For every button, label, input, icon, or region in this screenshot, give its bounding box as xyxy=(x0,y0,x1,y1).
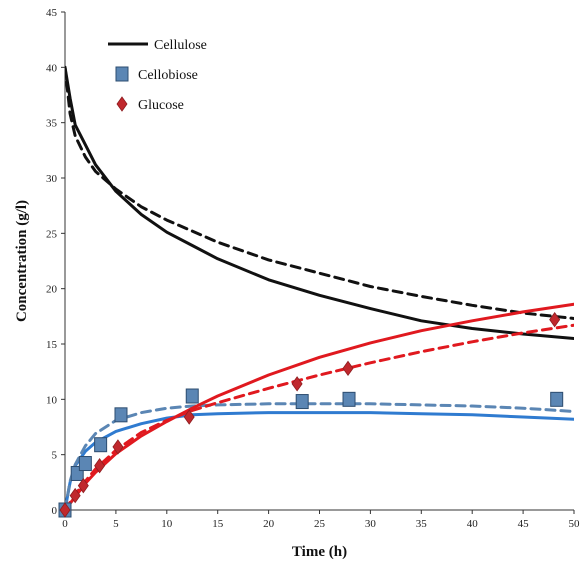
fit-curve-solid-4 xyxy=(65,302,574,510)
y-tick-label: 45 xyxy=(46,7,58,19)
x-tick-label: 45 xyxy=(518,518,530,530)
y-tick-label: 40 xyxy=(46,62,58,74)
data-points xyxy=(58,311,564,518)
glucose-point xyxy=(59,502,71,518)
x-tick-label: 30 xyxy=(365,518,377,530)
y-tick-label: 25 xyxy=(46,228,58,240)
x-tick-label: 50 xyxy=(569,518,581,530)
glucose-point xyxy=(112,439,124,455)
y-tick-label: 0 xyxy=(52,505,58,517)
x-tick-label: 25 xyxy=(314,518,326,530)
legend-label: Cellobiose xyxy=(138,68,198,83)
y-tick-label: 35 xyxy=(46,118,58,130)
cellobiose-point xyxy=(114,407,128,423)
x-axis-title: Time (h) xyxy=(292,544,347,560)
fit-curve-solid-2 xyxy=(65,411,574,510)
glucose-point xyxy=(549,311,561,328)
glucose-point xyxy=(69,487,81,504)
legend-cellobiose-swatch xyxy=(115,66,129,82)
cellobiose-point xyxy=(550,391,564,407)
fit-curve-dashed-1 xyxy=(65,65,574,320)
fit-lines xyxy=(65,65,574,510)
legend-label: Cellulose xyxy=(154,38,207,53)
x-tick-label: 40 xyxy=(467,518,479,530)
axes: 0 5 10 15 20 25 30 35 40 45 50 0 5 10 15 20 25 30 35 40 45 xyxy=(46,7,580,530)
fit-curve-dashed-5 xyxy=(65,323,574,510)
fit-curve-solid-0 xyxy=(65,65,574,340)
fit-curve-dashed-3 xyxy=(65,402,574,510)
legend: Cellulose Cellobiose Glucose xyxy=(108,38,207,113)
x-tick-label: 35 xyxy=(416,518,428,530)
legend-label: Glucose xyxy=(138,98,184,113)
y-axis-title: Concentration (g/l) xyxy=(14,200,30,322)
x-tick-label: 15 xyxy=(212,518,224,530)
y-tick-label: 10 xyxy=(46,394,58,406)
y-tick-label: 30 xyxy=(46,173,58,185)
x-tick-label: 20 xyxy=(263,518,275,530)
glucose-point xyxy=(94,458,106,474)
glucose-point xyxy=(77,477,89,494)
x-tick-label: 10 xyxy=(161,518,173,530)
x-tick-label: 5 xyxy=(113,518,119,530)
glucose-point xyxy=(291,376,303,392)
x-tick-label: 0 xyxy=(62,518,68,530)
cellobiose-point xyxy=(185,388,199,404)
y-tick-label: 15 xyxy=(46,339,58,351)
y-tick-label: 5 xyxy=(52,450,58,462)
cellobiose-point xyxy=(78,456,92,472)
glucose-point xyxy=(183,409,195,425)
y-tick-label: 20 xyxy=(46,284,58,296)
legend-glucose-swatch xyxy=(116,96,128,112)
glucose-point xyxy=(342,360,354,377)
cellobiose-point xyxy=(94,437,108,453)
cellobiose-point xyxy=(295,394,309,410)
cellobiose-point xyxy=(342,391,356,407)
